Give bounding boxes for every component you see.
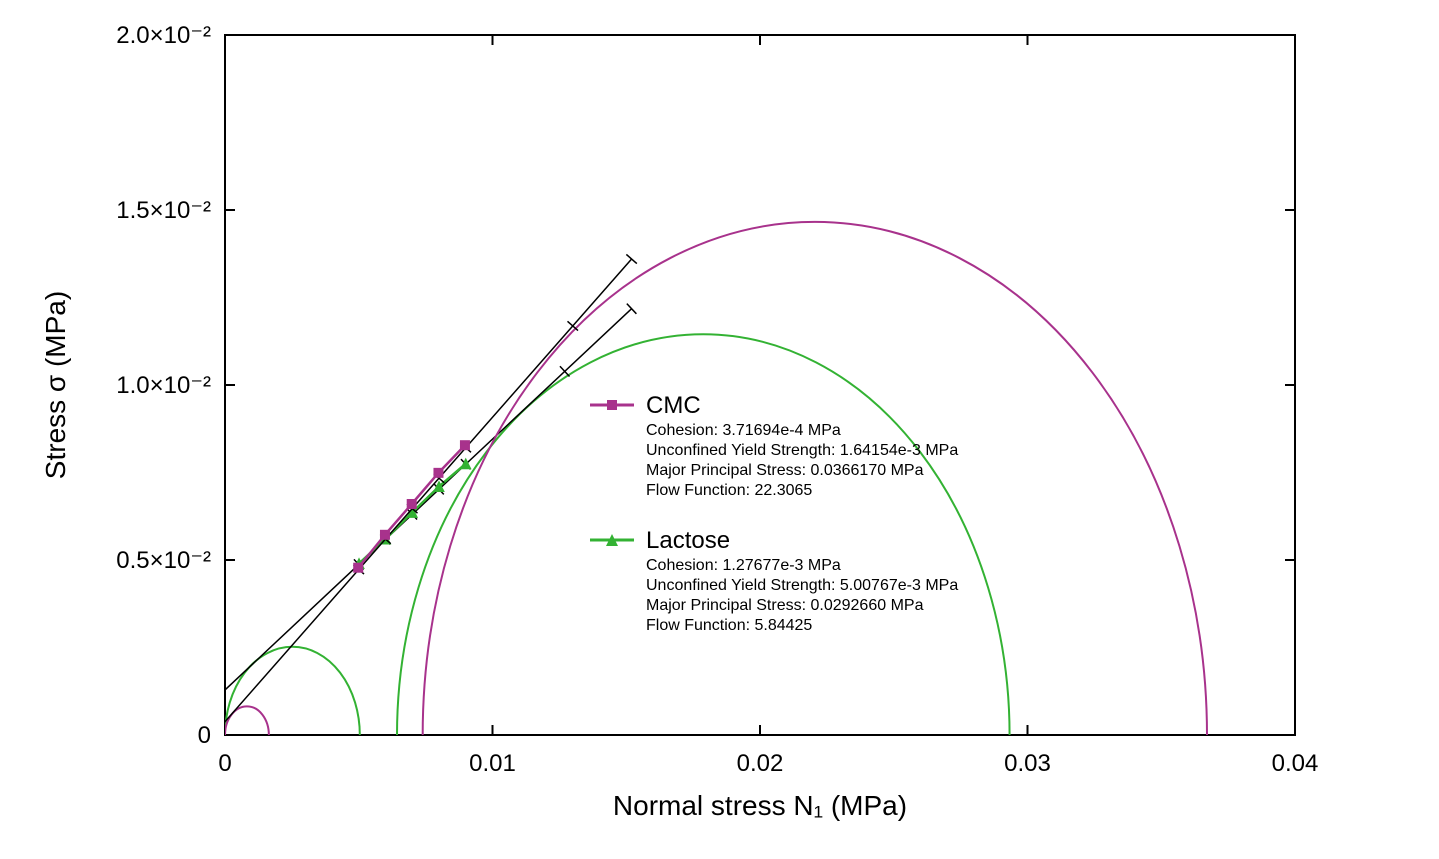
cmc-marker	[354, 563, 363, 572]
cmc-yield-line	[217, 259, 632, 731]
legend-cmc-label: CMC	[646, 392, 701, 419]
y-tick-label: 2.0×10⁻²	[116, 22, 211, 49]
cmc-mohr-small	[225, 706, 269, 735]
legend-lactose-ff_label: Flow Function: 5.84425	[646, 617, 812, 634]
legend-lactose-mps_label: Major Principal Stress: 0.0292660 MPa	[646, 597, 924, 614]
legend-cmc-mps_label: Major Principal Stress: 0.0366170 MPa	[646, 462, 924, 479]
cmc-marker	[434, 468, 443, 477]
legend-cmc-cohesion_label: Cohesion: 3.71694e-4 MPa	[646, 422, 841, 439]
cmc-marker	[460, 441, 469, 450]
legend-lactose-ucys_label: Unconfined Yield Strength: 5.00767e-3 MP…	[646, 577, 958, 594]
x-tick-label: 0.02	[737, 750, 784, 777]
legend-lactose-cohesion_label: Cohesion: 1.27677e-3 MPa	[646, 557, 841, 574]
legend-cmc-ucys_label: Unconfined Yield Strength: 1.64154e-3 MP…	[646, 442, 958, 459]
x-tick-label: 0.03	[1004, 750, 1051, 777]
cmc-marker	[380, 530, 389, 539]
x-tick-label: 0	[218, 750, 231, 777]
y-tick-label: 1.0×10⁻²	[116, 372, 211, 399]
legend-cmc-marker	[607, 400, 617, 410]
x-tick-label: 0.01	[469, 750, 516, 777]
cmc-marker	[407, 500, 416, 509]
y-tick-label: 1.5×10⁻²	[116, 197, 211, 224]
lactose-mohr-small	[225, 647, 360, 735]
x-tick-label: 0.04	[1272, 750, 1319, 777]
legend-cmc-ff_label: Flow Function: 22.3065	[646, 482, 812, 499]
y-tick-label: 0.5×10⁻²	[116, 547, 211, 574]
legend-lactose-label: Lactose	[646, 527, 730, 554]
mohr-chart: 0 0.01 0.02 0.03 0.04 0 0.5×10⁻² 1.0×10⁻² 1.5×10…	[0, 0, 1439, 859]
y-tick-label: 0	[198, 722, 211, 749]
y-axis-label: Stress σ (MPa)	[40, 291, 71, 479]
x-axis-label: Normal stress N₁ (MPa)	[613, 790, 907, 821]
